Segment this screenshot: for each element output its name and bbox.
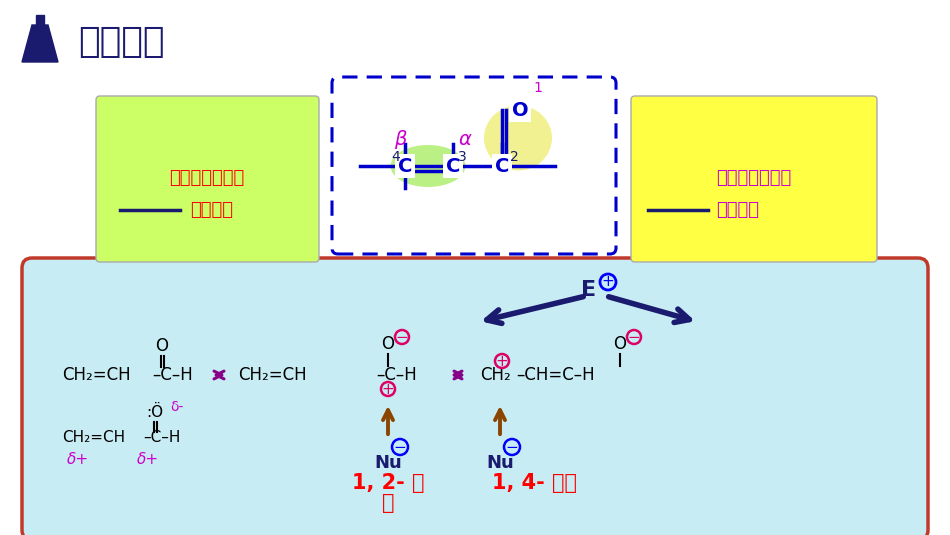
Text: δ-: δ- <box>170 400 183 414</box>
Text: +: + <box>382 381 394 396</box>
Text: −: − <box>628 330 640 345</box>
Text: C: C <box>446 157 460 175</box>
Text: α: α <box>459 130 471 149</box>
Text: C: C <box>398 157 412 175</box>
Text: –C–H: –C–H <box>143 431 180 446</box>
Text: 亲电加成: 亲电加成 <box>190 201 233 219</box>
Text: 结构总论: 结构总论 <box>78 25 164 59</box>
Text: –C–H: –C–H <box>376 366 417 384</box>
Text: +: + <box>601 274 615 289</box>
Text: CH₂=CH: CH₂=CH <box>62 366 130 384</box>
Text: Nu: Nu <box>374 454 402 472</box>
FancyBboxPatch shape <box>631 96 877 262</box>
Text: 成: 成 <box>382 493 394 513</box>
Text: 1, 2- 加: 1, 2- 加 <box>352 473 425 493</box>
Text: 亲核加成: 亲核加成 <box>716 201 759 219</box>
Text: Nu: Nu <box>486 454 514 472</box>
FancyBboxPatch shape <box>22 258 928 535</box>
Text: O: O <box>512 101 528 119</box>
Text: O: O <box>156 337 168 355</box>
Text: 2: 2 <box>510 150 519 164</box>
Text: 1: 1 <box>533 81 542 95</box>
Polygon shape <box>22 25 58 62</box>
Text: +: + <box>496 354 508 369</box>
Text: 3: 3 <box>458 150 466 164</box>
Polygon shape <box>36 15 44 25</box>
Text: δ+: δ+ <box>66 453 89 468</box>
Text: 4: 4 <box>391 150 400 164</box>
FancyBboxPatch shape <box>332 77 616 254</box>
Text: −: − <box>395 330 408 345</box>
Text: 双键，类似烯烃: 双键，类似烯烃 <box>169 169 245 187</box>
Text: O: O <box>614 335 626 353</box>
Ellipse shape <box>390 145 466 187</box>
Text: C: C <box>495 157 509 175</box>
Text: −: − <box>505 439 519 455</box>
FancyBboxPatch shape <box>96 96 319 262</box>
Text: 1, 4- 加成: 1, 4- 加成 <box>491 473 577 493</box>
Text: 羰基，类似醛酮: 羰基，类似醛酮 <box>716 169 791 187</box>
Text: β: β <box>393 130 407 149</box>
Text: CH₂: CH₂ <box>480 366 511 384</box>
Text: O: O <box>382 335 394 353</box>
Text: δ+: δ+ <box>137 453 159 468</box>
Text: :Ö: :Ö <box>146 404 163 419</box>
Text: −: − <box>393 439 407 455</box>
Text: CH₂=CH: CH₂=CH <box>62 431 125 446</box>
Text: E: E <box>580 280 596 300</box>
Text: –CH=C–H: –CH=C–H <box>516 366 595 384</box>
Ellipse shape <box>484 105 552 171</box>
Text: –C–H: –C–H <box>152 366 193 384</box>
Text: CH₂=CH: CH₂=CH <box>238 366 307 384</box>
